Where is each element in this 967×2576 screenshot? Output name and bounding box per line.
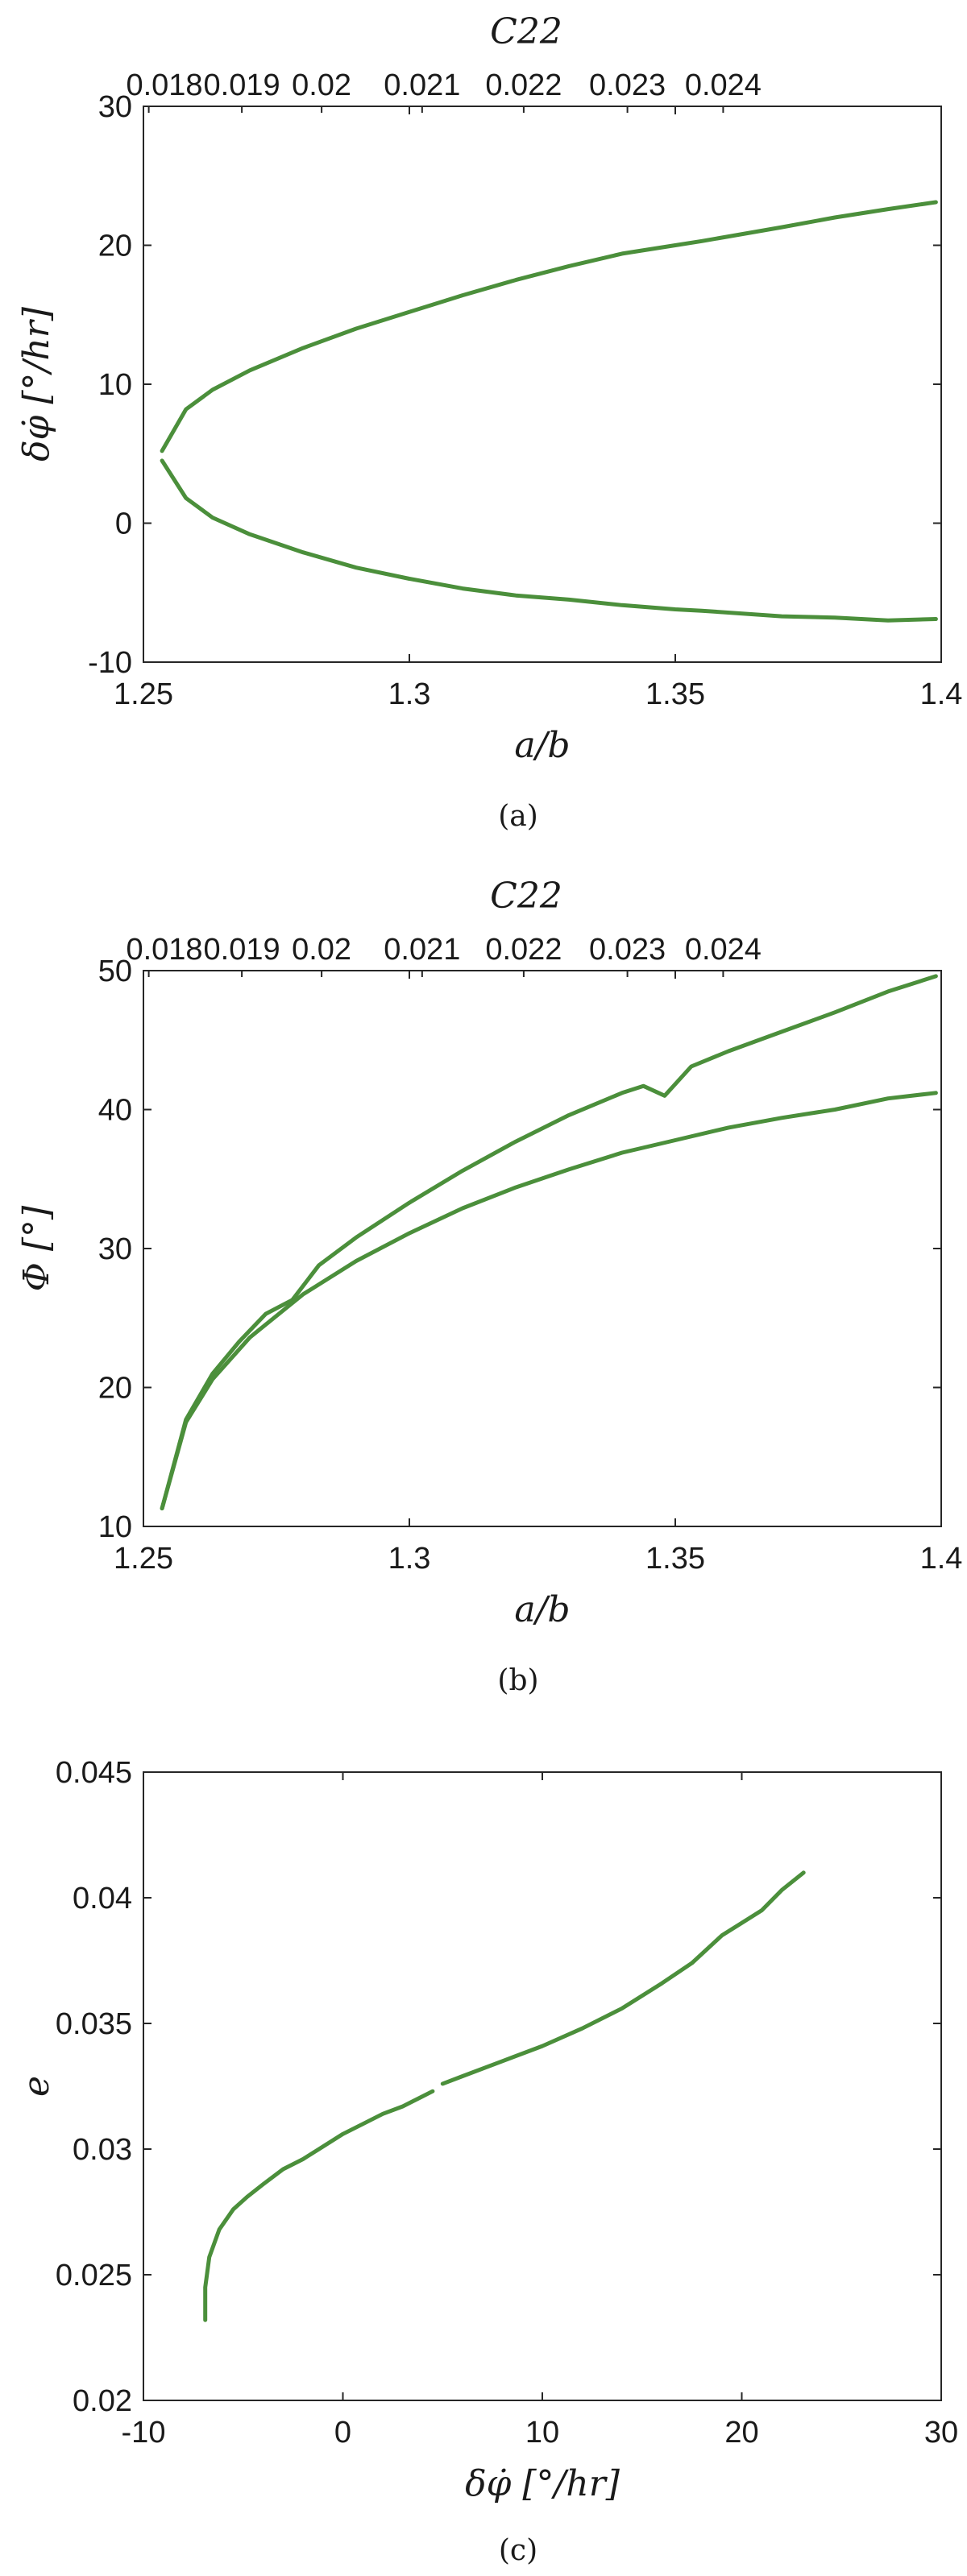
x-tick-label: 20 <box>724 2416 758 2450</box>
plot-frame <box>143 1771 942 2401</box>
series-line-1 <box>203 2089 435 2322</box>
chart-a: 1.25 1.3 1.35 1.4 -10 0 10 20 300.018 0.019 0.02 0.… <box>16 11 962 833</box>
y-tick-label: 40 <box>98 1094 132 1128</box>
top-x-tick-label: 0.023 <box>589 933 666 967</box>
x-axis-label: δφ̇ [°/hr] <box>465 2463 620 2504</box>
x-tick-label: 1.3 <box>388 1542 431 1576</box>
top-x-tick-label: 0.018 <box>126 68 202 102</box>
y-tick-label: 0 <box>115 507 132 541</box>
y-axis-label: e <box>16 2076 57 2097</box>
y-tick-label: 20 <box>98 230 132 263</box>
series-line-2 <box>160 1091 938 1511</box>
figure-caption: (a) <box>498 800 538 833</box>
chart-c: -10 0 10 20 30 0.02 0.025 0.03 0.035 0.04 0.045 δφ̇… <box>16 1756 958 2567</box>
x-axis-label: a/b <box>514 1589 570 1630</box>
top-x-tick-label: 0.022 <box>485 68 562 102</box>
x-axis-label: a/b <box>514 725 570 766</box>
chart-b: 1.25 1.3 1.35 1.4 10 20 30 40 500.018 0.019 0.02 0.… <box>16 876 962 1697</box>
y-tick-label: 10 <box>98 1510 132 1544</box>
x-tick-label: 1.35 <box>645 677 705 711</box>
x-tick-label: 10 <box>525 2416 559 2450</box>
x-tick-label: 1.25 <box>114 1542 173 1576</box>
y-axis-label: δφ̇ [°/hr] <box>16 306 57 462</box>
top-x-axis-label: C22 <box>490 11 562 52</box>
x-tick-label: 1.3 <box>388 677 431 711</box>
y-tick-label: 0.035 <box>56 2007 132 2041</box>
series-line-1 <box>160 974 938 1511</box>
plot-frame <box>143 970 942 1527</box>
top-x-tick-label: 0.021 <box>384 933 460 967</box>
top-x-tick-label: 0.024 <box>685 68 762 102</box>
y-tick-label: 0.045 <box>56 1756 132 1790</box>
top-x-tick-label: 0.02 <box>292 68 351 102</box>
top-x-tick-label: 0.022 <box>485 933 562 967</box>
y-tick-label: -10 <box>88 646 132 680</box>
y-tick-label: 20 <box>98 1372 132 1406</box>
series-line-2 <box>160 458 938 623</box>
top-x-tick-label: 0.019 <box>204 933 280 967</box>
y-tick-label: 10 <box>98 368 132 402</box>
x-tick-label: -10 <box>122 2416 166 2450</box>
series-line-1 <box>160 200 938 453</box>
y-axis-label: Φ [°] <box>16 1205 57 1291</box>
top-x-tick-label: 0.024 <box>685 933 762 967</box>
series-line-2 <box>440 1870 806 2086</box>
x-tick-label: 30 <box>924 2416 958 2450</box>
y-tick-label: 50 <box>98 955 132 988</box>
x-tick-label: 1.35 <box>645 1542 705 1576</box>
y-tick-label: 0.03 <box>73 2133 132 2167</box>
top-x-tick-label: 0.023 <box>589 68 666 102</box>
plot-frame <box>143 106 942 663</box>
x-tick-label: 1.25 <box>114 677 173 711</box>
x-tick-label: 0 <box>334 2416 351 2450</box>
y-tick-label: 0.025 <box>56 2259 132 2292</box>
y-tick-label: 30 <box>98 1232 132 1266</box>
x-tick-label: 1.4 <box>920 677 963 711</box>
figure-caption: (b) <box>497 1664 538 1697</box>
y-tick-label: 0.04 <box>73 1882 132 1915</box>
top-x-tick-label: 0.02 <box>292 933 351 967</box>
top-x-tick-label: 0.018 <box>126 933 202 967</box>
top-x-tick-label: 0.019 <box>204 68 280 102</box>
y-tick-label: 0.02 <box>73 2384 132 2418</box>
y-tick-label: 30 <box>98 90 132 124</box>
figure-caption: (c) <box>499 2534 537 2567</box>
top-x-axis-label: C22 <box>490 876 562 917</box>
x-tick-label: 1.4 <box>920 1542 963 1576</box>
top-x-tick-label: 0.021 <box>384 68 460 102</box>
